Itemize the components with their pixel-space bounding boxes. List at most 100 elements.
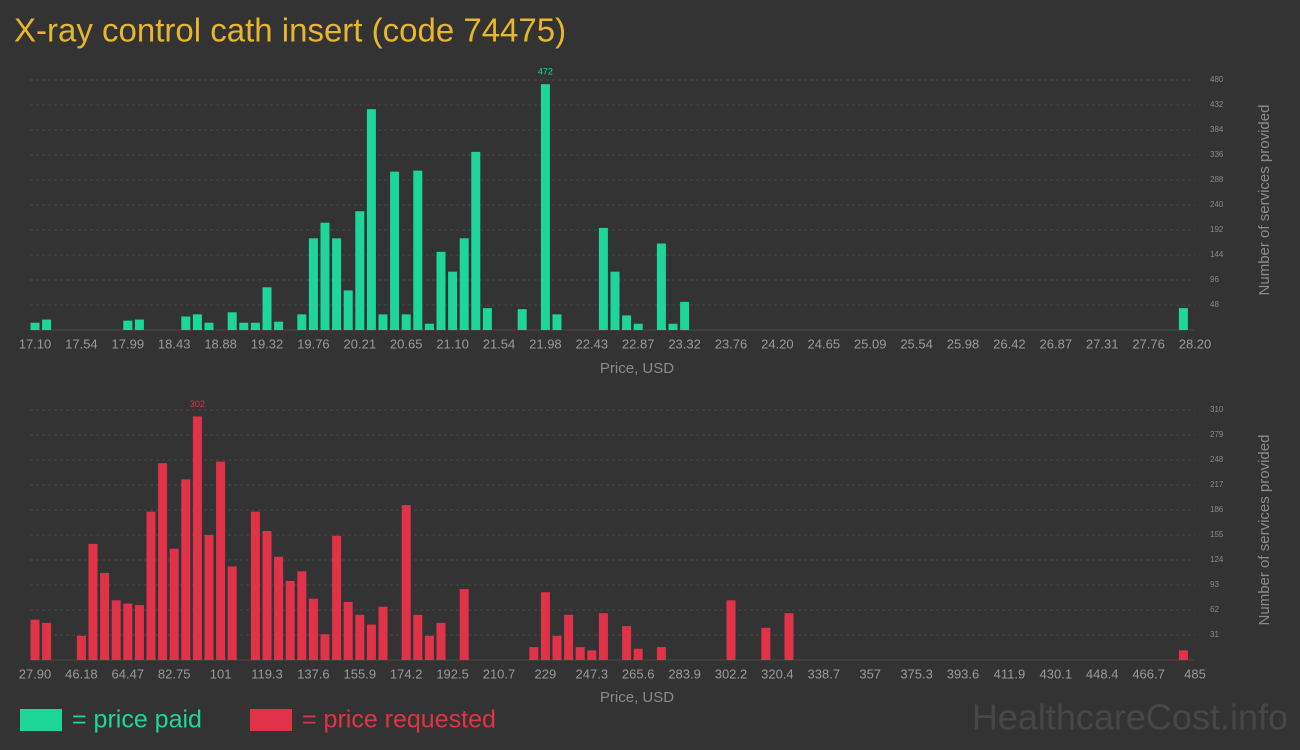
bar: [1178, 308, 1188, 330]
bar: [401, 314, 411, 330]
x-tick-label: 82.75: [158, 666, 191, 681]
bar: [622, 315, 632, 330]
bar: [575, 647, 585, 660]
x-axis-title: Price, USD: [600, 360, 674, 377]
x-tick-label: 24.65: [808, 336, 841, 351]
max-label: 472: [538, 67, 553, 77]
x-tick-label: 17.10: [19, 336, 52, 351]
bar: [366, 109, 376, 331]
bar: [181, 316, 191, 330]
x-tick-label: 17.99: [112, 336, 145, 351]
y-tick-label: 217: [1210, 480, 1224, 489]
legend-label: = price paid: [72, 706, 202, 734]
bar: [262, 287, 272, 330]
bar: [30, 619, 40, 660]
y-axis-title: Number of services provided: [1256, 435, 1273, 626]
legend-swatch: [250, 709, 292, 731]
bar: [274, 321, 284, 330]
x-axis-title: Price, USD: [600, 689, 674, 706]
x-tick-label: 20.65: [390, 336, 423, 351]
bar: [424, 635, 434, 660]
bar: [308, 598, 318, 660]
bar: [146, 511, 156, 660]
bar: [192, 314, 202, 330]
bar: [88, 543, 98, 660]
y-tick-label: 96: [1210, 275, 1219, 284]
max-label: 302: [190, 399, 205, 409]
bar: [250, 322, 260, 330]
page-title: X-ray control cath insert (code 74475): [14, 12, 566, 49]
x-tick-label: 357: [859, 666, 881, 681]
x-tick-label: 25.98: [947, 336, 980, 351]
bar: [204, 535, 214, 660]
x-tick-label: 17.54: [65, 336, 98, 351]
bar: [111, 600, 121, 660]
bar: [622, 626, 632, 660]
x-tick-label: 192.5: [436, 666, 469, 681]
bar: [30, 322, 40, 330]
x-tick-label: 119.3: [251, 666, 283, 681]
bar: [482, 308, 492, 330]
y-tick-label: 144: [1210, 250, 1224, 259]
y-tick-label: 48: [1210, 300, 1219, 309]
bar: [100, 572, 110, 660]
bar: [227, 566, 237, 660]
x-tick-label: 24.20: [761, 336, 794, 351]
bar: [204, 322, 214, 330]
x-tick-label: 265.6: [622, 666, 655, 681]
x-tick-label: 393.6: [947, 666, 980, 681]
x-tick-label: 21.98: [529, 336, 562, 351]
x-tick-label: 26.87: [1040, 336, 1073, 351]
bar: [680, 301, 690, 330]
bar: [308, 238, 318, 330]
bar: [436, 251, 446, 330]
x-tick-label: 25.09: [854, 336, 887, 351]
bar: [181, 479, 191, 660]
x-tick-label: 283.9: [668, 666, 701, 681]
x-tick-label: 466.7: [1132, 666, 1165, 681]
y-tick-label: 31: [1210, 630, 1219, 639]
y-tick-label: 248: [1210, 455, 1224, 464]
x-tick-label: 18.88: [204, 336, 237, 351]
y-tick-label: 336: [1210, 150, 1224, 159]
x-tick-label: 247.3: [576, 666, 609, 681]
x-tick-label: 320.4: [761, 666, 794, 681]
bar: [761, 627, 771, 660]
bar: [633, 323, 643, 330]
y-tick-label: 93: [1210, 580, 1219, 589]
x-tick-label: 21.54: [483, 336, 516, 351]
bar: [598, 613, 608, 660]
x-tick-label: 448.4: [1086, 666, 1119, 681]
watermark: HealthcareCost.info: [972, 697, 1288, 738]
y-tick-label: 186: [1210, 505, 1224, 514]
bar: [332, 535, 342, 660]
x-tick-label: 19.32: [251, 336, 284, 351]
y-axis-title: Number of services provided: [1256, 105, 1273, 296]
bar: [297, 571, 307, 660]
bar: [123, 320, 133, 330]
y-tick-label: 480: [1210, 75, 1224, 84]
bar: [355, 211, 365, 330]
bar: [413, 170, 423, 330]
bar: [598, 227, 608, 330]
legend-label: = price requested: [302, 706, 496, 734]
y-tick-label: 310: [1210, 405, 1224, 414]
bar: [540, 84, 550, 331]
bar: [239, 322, 249, 330]
bar: [343, 290, 353, 330]
bar: [552, 635, 562, 660]
x-tick-label: 375.3: [900, 666, 933, 681]
x-tick-label: 430.1: [1040, 666, 1073, 681]
bar: [343, 601, 353, 660]
bar: [784, 613, 794, 660]
bar: [390, 171, 400, 330]
bar: [459, 238, 469, 330]
y-tick-label: 240: [1210, 200, 1224, 209]
bar: [320, 222, 330, 330]
bar: [413, 614, 423, 660]
y-tick-label: 432: [1210, 100, 1224, 109]
bar: [355, 614, 365, 660]
bar: [424, 323, 434, 330]
bar: [216, 461, 226, 660]
bar: [529, 647, 539, 660]
